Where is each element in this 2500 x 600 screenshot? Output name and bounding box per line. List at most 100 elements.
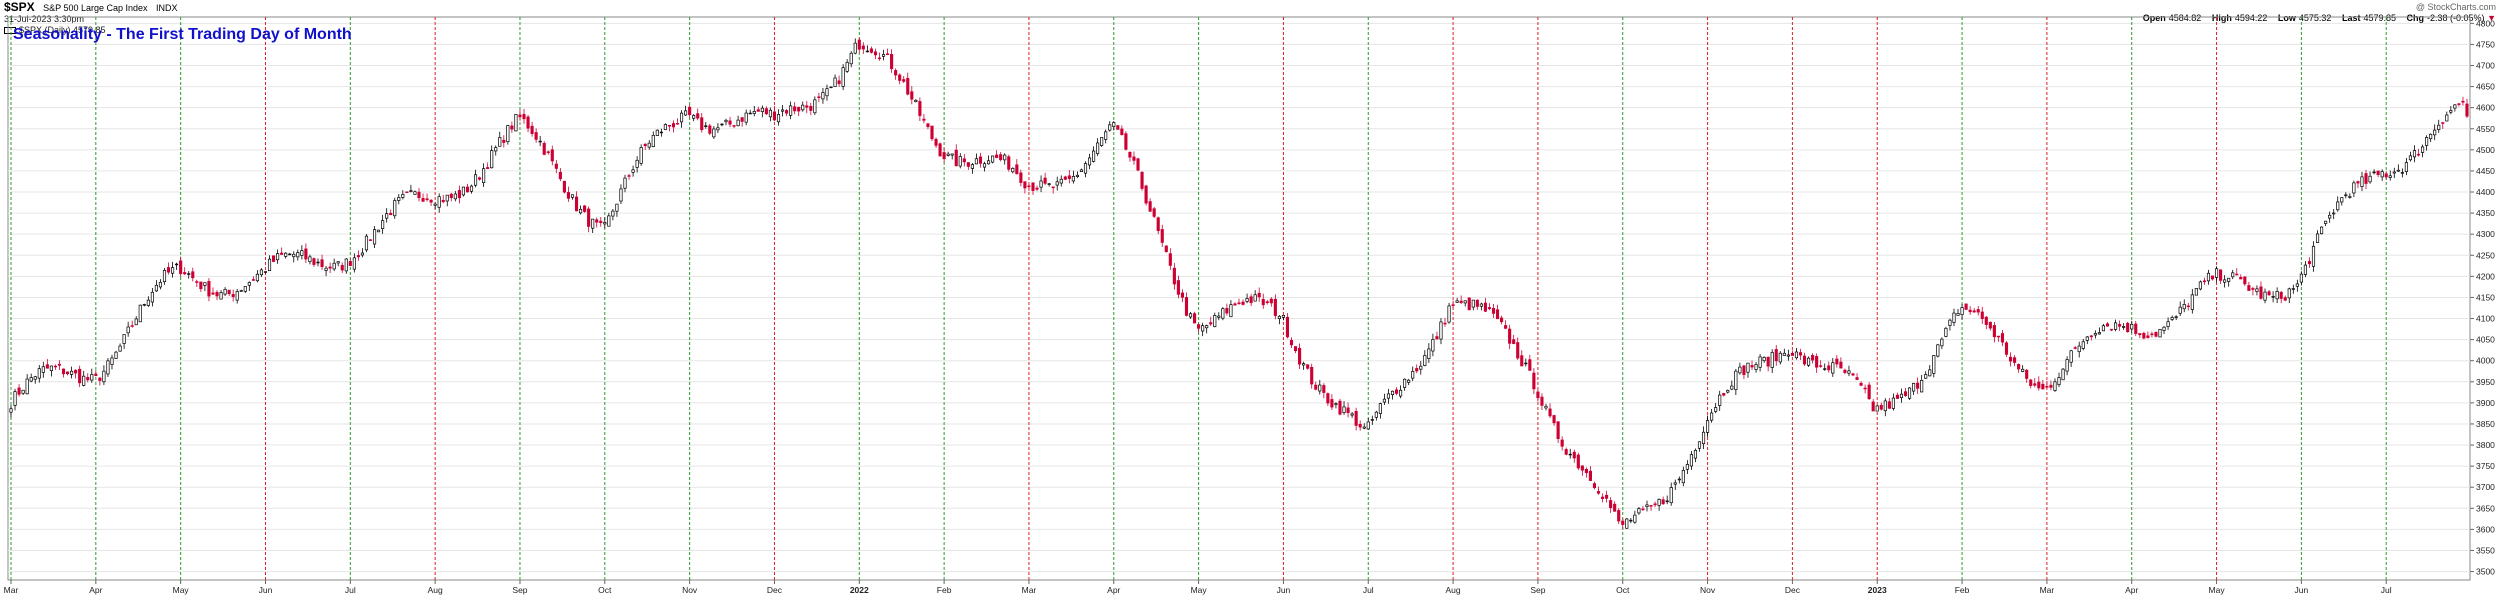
candle-body: [2174, 316, 2178, 318]
candle: [1314, 381, 1318, 391]
symbol-name: S&P 500 Large Cap Index: [43, 3, 148, 13]
price-legend: $SPX (Daily) 4579.85: [4, 25, 178, 36]
candle: [405, 191, 409, 193]
candle: [2311, 241, 2316, 272]
candle-body: [389, 212, 393, 216]
candle: [526, 115, 530, 133]
candle: [272, 255, 276, 263]
candle-body: [1326, 393, 1330, 404]
candle: [1500, 315, 1504, 325]
candle-body: [966, 162, 970, 167]
x-axis: Mar Apr May Jun Jul Aug Sep Oct Nov Dec 2022 Feb Mar…: [4, 580, 2392, 595]
candle-body: [1378, 403, 1382, 414]
plot-frame: [7, 16, 2471, 581]
candle-body: [1467, 297, 1471, 311]
candle-body: [958, 156, 962, 167]
candle-body: [1600, 496, 1605, 499]
candle-body: [1681, 470, 1685, 484]
candle: [2061, 368, 2065, 381]
candle: [162, 268, 167, 285]
candle: [1043, 172, 1047, 186]
candle: [1798, 348, 1803, 360]
candle: [2170, 315, 2174, 322]
candle-body: [950, 153, 954, 156]
candle: [1108, 121, 1112, 132]
candle: [1746, 362, 1750, 378]
candle-body: [886, 53, 890, 55]
candle: [768, 107, 772, 122]
candle: [2263, 288, 2267, 304]
candle-body: [2008, 356, 2013, 362]
candle-body: [340, 265, 344, 271]
candle: [2174, 315, 2178, 321]
candle: [2315, 230, 2320, 243]
candle-body: [2283, 297, 2287, 301]
candle: [1887, 398, 1891, 410]
candle: [2408, 151, 2413, 162]
candle: [1156, 216, 1160, 235]
candle-body: [627, 175, 631, 177]
candle: [1944, 326, 1948, 338]
candle: [2033, 378, 2037, 388]
candle: [780, 104, 785, 117]
candle: [494, 145, 498, 156]
candle: [1528, 354, 1532, 371]
candle: [1136, 157, 1140, 172]
candle: [2049, 380, 2053, 391]
candle-body: [1245, 298, 1249, 302]
candle-body: [2425, 137, 2429, 146]
candle: [728, 116, 732, 128]
candle: [675, 118, 680, 125]
candle-body: [2206, 272, 2211, 282]
candle: [558, 167, 562, 182]
candle-body: [926, 123, 930, 128]
candle: [1350, 412, 1354, 418]
candle-body: [2069, 350, 2073, 363]
candle: [2235, 268, 2239, 276]
candle: [381, 214, 385, 234]
candle: [1859, 381, 1863, 387]
candle-body: [1657, 498, 1661, 506]
symbol[interactable]: $SPX: [4, 0, 35, 14]
candle-body: [1794, 351, 1799, 359]
candle-body: [324, 267, 328, 271]
candle: [41, 361, 45, 378]
candle: [482, 163, 486, 187]
candle-body: [587, 208, 591, 227]
candle-body: [607, 215, 611, 227]
candle: [2465, 98, 2469, 118]
candle-body: [1269, 298, 1273, 304]
candle: [546, 150, 550, 155]
candle: [2158, 328, 2162, 338]
candle: [1213, 312, 1217, 328]
candle-body: [1366, 421, 1370, 430]
candle-body: [2307, 261, 2312, 265]
candle: [2223, 275, 2227, 288]
candle-body: [1899, 393, 1904, 398]
candle-body: [2138, 333, 2142, 336]
candle-body: [425, 198, 429, 200]
candle: [1378, 402, 1382, 419]
candle-body: [1213, 315, 1217, 327]
candle: [1007, 154, 1011, 172]
candle: [1427, 343, 1431, 363]
candle-body: [292, 253, 296, 258]
candle: [1148, 198, 1152, 212]
candle-body: [2332, 212, 2336, 215]
candle-body: [179, 260, 183, 274]
candle: [1532, 368, 1536, 395]
candle-body: [1358, 423, 1362, 428]
candle: [2376, 170, 2380, 178]
candle: [57, 360, 62, 370]
candle: [429, 199, 433, 206]
candle-body: [207, 281, 211, 297]
candle: [982, 161, 987, 172]
candle: [1071, 170, 1075, 184]
candle-body: [360, 252, 364, 256]
candle: [1613, 501, 1617, 512]
candle-body: [1811, 355, 1815, 361]
candle-body: [861, 45, 865, 50]
candle: [1334, 402, 1338, 409]
candle-body: [1754, 364, 1758, 370]
